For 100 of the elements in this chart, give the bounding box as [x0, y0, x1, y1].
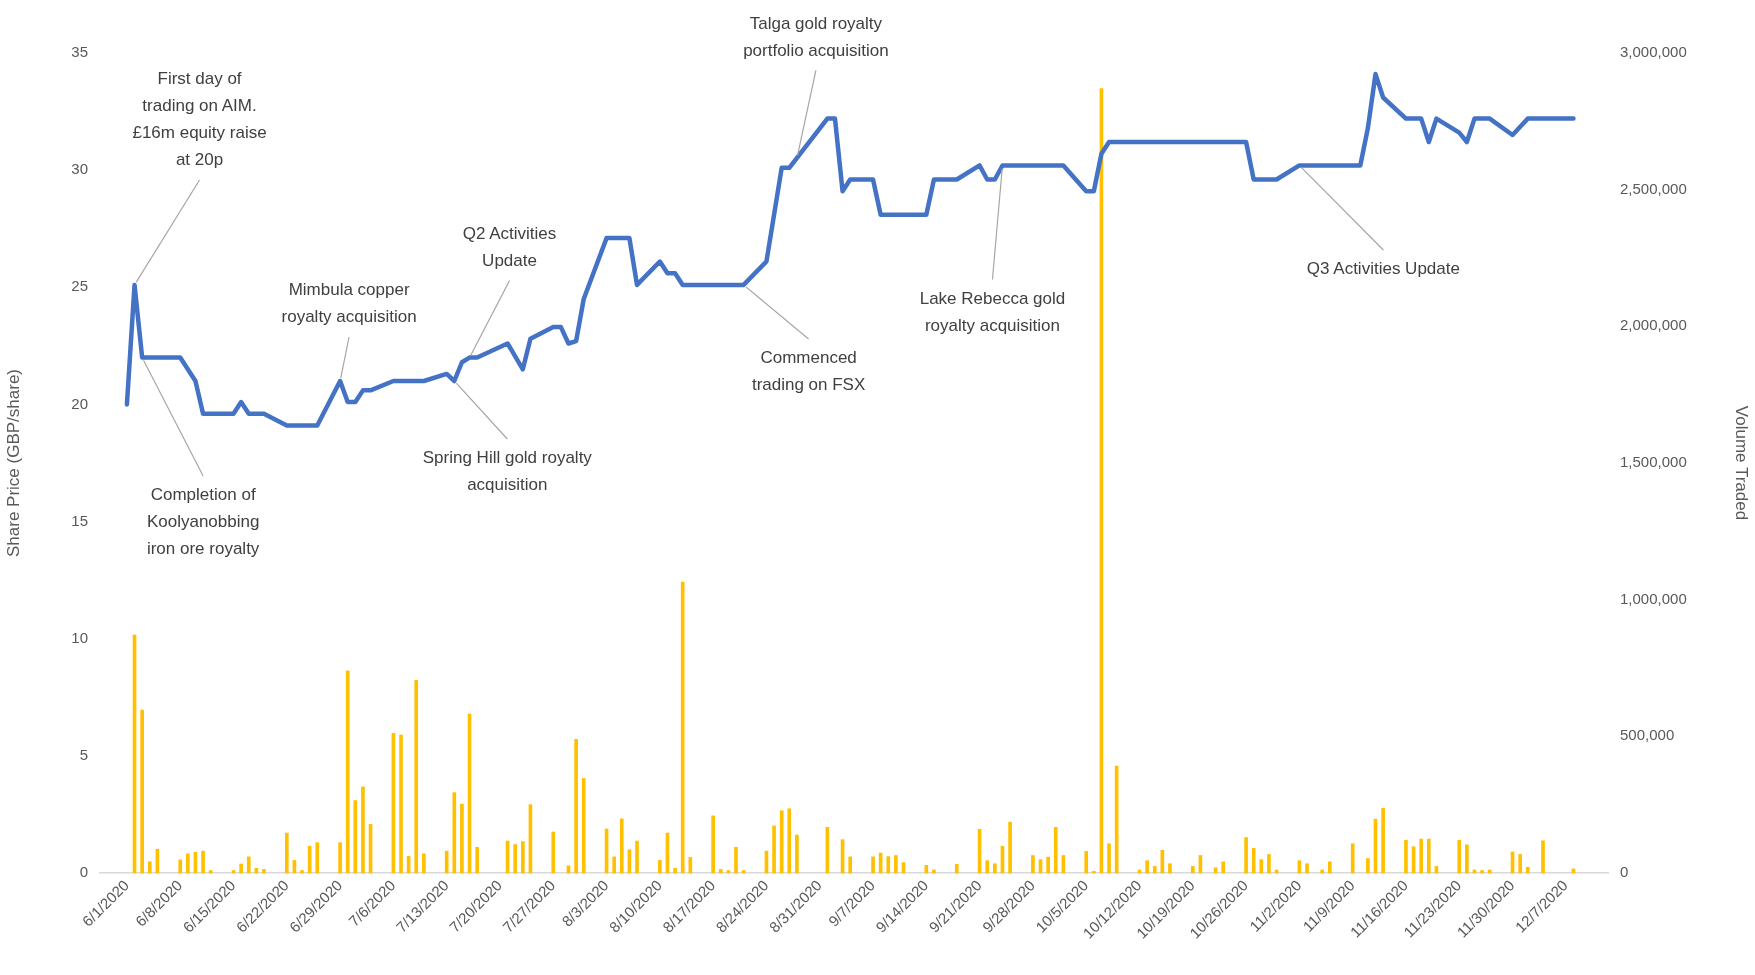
bar	[680, 581, 685, 874]
bar	[178, 859, 183, 874]
bar	[345, 670, 350, 874]
y2-tick-label: 1,000,000	[1620, 589, 1687, 607]
bar	[1145, 860, 1149, 874]
bar	[1267, 854, 1271, 874]
bar	[140, 709, 144, 874]
y-axis-title: Share Price (GBP/share)	[3, 368, 23, 558]
bar	[520, 841, 525, 874]
bar	[315, 842, 320, 874]
y2-tick-label: 0	[1620, 863, 1629, 881]
bar	[1084, 851, 1089, 874]
y-tick-label: 35	[71, 43, 88, 61]
bar	[186, 853, 190, 874]
y2-axis-title: Volume Traded	[1732, 405, 1752, 521]
bar	[635, 840, 639, 874]
bar	[787, 808, 792, 874]
bar	[1518, 854, 1522, 874]
bar	[1091, 871, 1096, 874]
bar	[1419, 838, 1424, 874]
y-tick-label: 10	[71, 628, 88, 646]
bar	[574, 739, 578, 874]
bar	[734, 846, 738, 874]
bar	[147, 861, 152, 874]
bar	[1426, 838, 1431, 874]
bar	[1305, 863, 1309, 874]
bar	[718, 869, 723, 874]
bar	[1404, 839, 1408, 874]
y-tick-label: 0	[79, 863, 88, 881]
bar	[300, 870, 304, 874]
bar	[1046, 856, 1050, 874]
bar	[1480, 870, 1484, 874]
bar	[1541, 840, 1545, 874]
bar	[1221, 861, 1226, 874]
bar	[444, 850, 449, 874]
bar	[1008, 821, 1012, 874]
bar	[1350, 843, 1355, 874]
annotation: Spring Hill gold royalty acquisition	[422, 448, 593, 495]
bar	[208, 870, 213, 874]
bar	[924, 865, 929, 874]
bar	[932, 869, 936, 874]
y-tick-label: 25	[71, 277, 88, 295]
bar	[1190, 866, 1195, 874]
bar	[772, 825, 776, 874]
bar	[1251, 848, 1256, 874]
annotation: Completion of Koolyanobbing iron ore royalty	[146, 485, 260, 559]
annotation: First day of trading on AIM. £16m equity raise at 20p	[132, 69, 267, 170]
bar	[1168, 863, 1172, 874]
bar	[1320, 869, 1325, 874]
bar	[954, 863, 959, 874]
bar	[551, 831, 556, 874]
y2-tick-label: 2,500,000	[1620, 179, 1687, 197]
bar	[414, 679, 419, 874]
bar	[1244, 837, 1248, 874]
bar	[513, 844, 518, 874]
bar	[673, 868, 677, 874]
bar	[1053, 827, 1058, 874]
bar	[1107, 843, 1111, 874]
bar	[1031, 855, 1035, 874]
bar	[871, 856, 875, 874]
annotation: Commenced trading on FSX	[751, 348, 866, 395]
bar	[1457, 839, 1462, 874]
bar	[581, 778, 586, 874]
bar	[1366, 858, 1370, 874]
y2-tick-label: 1,500,000	[1620, 453, 1687, 471]
bar	[475, 846, 479, 874]
bar	[353, 800, 358, 874]
bar	[612, 856, 617, 874]
annotation: Mimbula copper royalty acquisition	[281, 280, 417, 327]
bar	[338, 842, 342, 874]
bar	[399, 734, 403, 874]
bar	[1525, 866, 1530, 874]
annotation: Q3 Activities Update	[1306, 259, 1460, 279]
y2-tick-label: 2,000,000	[1620, 316, 1687, 334]
y-tick-label: 15	[71, 511, 88, 529]
bar	[619, 818, 624, 874]
bar	[993, 863, 997, 874]
annotation: Lake Rebecca gold royalty acquisition	[919, 288, 1066, 335]
bar	[1487, 869, 1492, 874]
bar	[711, 815, 715, 874]
y2-tick-label: 500,000	[1620, 726, 1675, 744]
bar	[239, 863, 243, 874]
bar	[246, 856, 251, 874]
annotation: Talga gold royalty portfolio acquisition	[743, 13, 889, 60]
y-tick-label: 30	[71, 160, 88, 178]
y-tick-label: 5	[79, 746, 88, 763]
bar	[1465, 844, 1469, 874]
bar	[1152, 866, 1157, 874]
bar	[886, 856, 891, 874]
bar	[779, 810, 784, 874]
bar	[848, 856, 853, 874]
bar	[688, 857, 693, 874]
bar	[1259, 859, 1264, 874]
bar	[985, 860, 990, 874]
bar	[284, 832, 289, 874]
bar	[894, 855, 898, 874]
bar	[262, 869, 266, 874]
annotation: Q2 Activities Update	[462, 223, 557, 270]
bar	[1381, 807, 1385, 874]
bar	[452, 792, 457, 874]
